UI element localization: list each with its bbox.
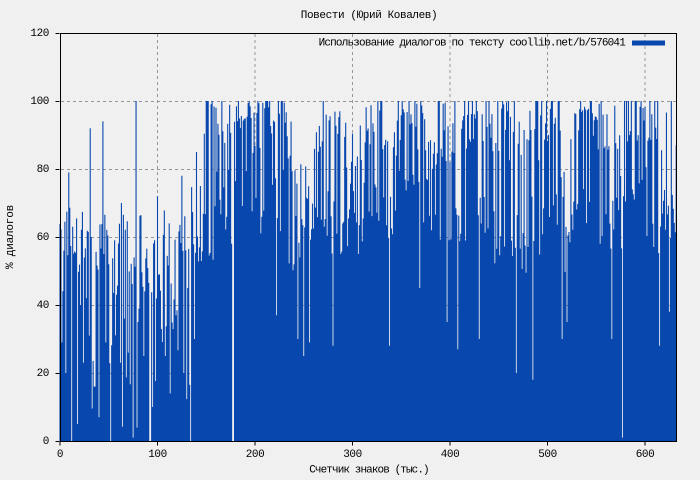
svg-text:0: 0 [57, 449, 63, 461]
svg-text:Повести (Юрий Ковалев): Повести (Юрий Ковалев) [301, 10, 437, 22]
svg-text:20: 20 [37, 368, 49, 380]
svg-text:200: 200 [246, 449, 265, 461]
svg-text:Использование диалогов по текс: Использование диалогов по тексту coollib… [319, 38, 627, 50]
svg-text:% диалогов: % диалогов [5, 205, 17, 269]
svg-text:500: 500 [538, 449, 557, 461]
svg-text:300: 300 [343, 449, 362, 461]
svg-text:100: 100 [148, 449, 167, 461]
svg-text:400: 400 [441, 449, 460, 461]
svg-text:600: 600 [636, 449, 655, 461]
svg-text:100: 100 [30, 96, 49, 108]
svg-text:0: 0 [43, 436, 49, 448]
svg-text:80: 80 [37, 164, 49, 176]
svg-text:Счетчик знаков (тыс.): Счетчик знаков (тыс.) [309, 465, 429, 477]
svg-text:60: 60 [37, 232, 49, 244]
svg-text:120: 120 [30, 28, 49, 40]
svg-text:40: 40 [37, 300, 49, 312]
